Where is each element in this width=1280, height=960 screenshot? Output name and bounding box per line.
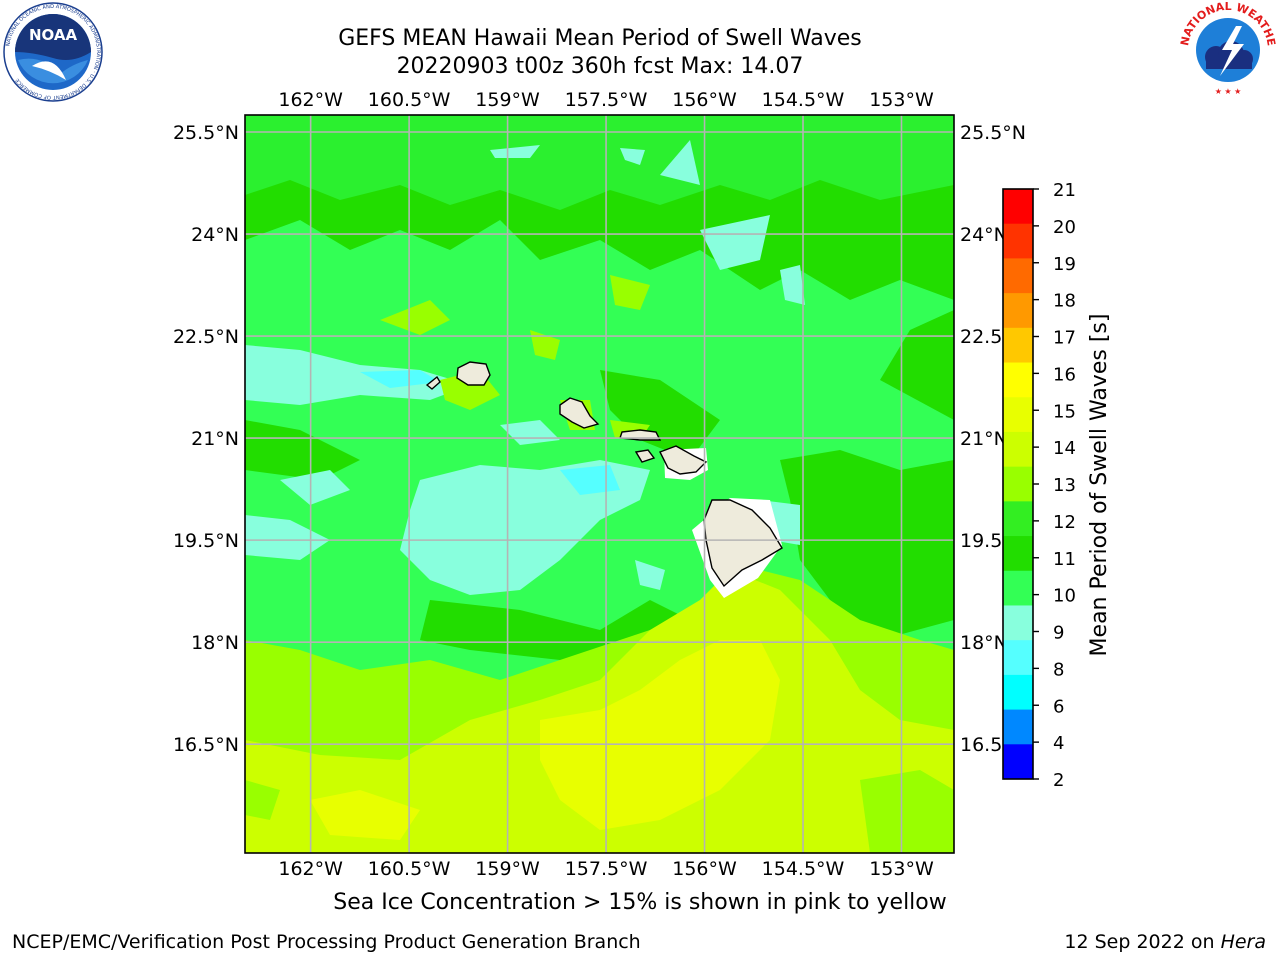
colorbar-tick-label: 15: [1053, 401, 1076, 422]
map-subtitle: 20220903 t00z 360h fcst Max: 14.07: [396, 54, 804, 79]
lat-label: 22.5°N: [173, 326, 239, 348]
lat-labels-right: 25.5°N 24°N 22.5 21°N 19.5 18°N 16.5: [960, 122, 1026, 756]
lon-label: 156°W: [672, 89, 737, 111]
footer-date: 12 Sep 2022 on Hera: [1064, 931, 1266, 953]
lat-label: 19.5°N: [173, 530, 239, 552]
hawaiian-islands: [425, 361, 783, 588]
colorbar-tick-label: 10: [1053, 586, 1076, 607]
footer-host: Hera: [1220, 931, 1266, 953]
colorbar-label: Mean Period of Swell Waves [s]: [1087, 314, 1112, 657]
map-gridlines: [245, 115, 954, 853]
island-niihau: [425, 375, 441, 390]
lon-label: 156°W: [672, 858, 737, 880]
colorbar-segment: [1003, 189, 1033, 225]
island-big-island: [703, 499, 783, 588]
lon-label: 157.5°W: [565, 858, 648, 880]
noaa-logo-text: NOAA: [29, 26, 78, 44]
lon-label: 157.5°W: [565, 89, 648, 111]
lon-labels-top: 162°W 160.5°W 159°W 157.5°W 156°W 154.5°W 153°…: [278, 89, 934, 111]
colorbar-tick-label: 14: [1053, 438, 1076, 459]
colorbar-tick-label: 16: [1053, 364, 1076, 385]
lon-label: 159°W: [475, 858, 540, 880]
island-maui: [659, 445, 708, 475]
colorbar-segment: [1003, 536, 1033, 572]
lat-label: 22.5: [960, 326, 1002, 348]
lon-label: 153°W: [869, 858, 934, 880]
map-frame: [244, 114, 955, 854]
colorbar-segment: [1003, 293, 1033, 329]
colorbar: 21 20 19 18 17 16 15 14 13 12 11 10 9 8 6 4 2: [1002, 180, 1076, 791]
lon-labels-bottom: 162°W 160.5°W 159°W 157.5°W 156°W 154.5°W 153°…: [278, 858, 934, 880]
colorbar-segment: [1003, 501, 1033, 537]
colorbar-segment: [1003, 431, 1033, 468]
map-title: GEFS MEAN Hawaii Mean Period of Swell Wa…: [338, 26, 862, 51]
colorbar-segment: [1003, 570, 1033, 606]
colorbar-segment: [1003, 640, 1033, 676]
colorbar-tick-label: 12: [1053, 512, 1076, 533]
colorbar-tick-label: 11: [1053, 549, 1076, 570]
lat-label: 24°N: [191, 224, 239, 246]
lat-label: 25.5°N: [173, 122, 239, 144]
lat-label: 25.5°N: [960, 122, 1026, 144]
lat-labels-left: 25.5°N 24°N 22.5°N 21°N 19.5°N 18°N 16.5°N: [173, 122, 239, 756]
colorbar-segment: [1003, 327, 1033, 364]
colorbar-segment: [1003, 605, 1033, 641]
colorbar-segment: [1003, 744, 1033, 780]
colorbar-tick-label: 6: [1053, 696, 1064, 717]
colorbar-segment: [1003, 223, 1033, 259]
island-kauai: [456, 361, 491, 386]
colorbar-segment: [1003, 674, 1033, 711]
colorbar-tick-label: 18: [1053, 291, 1076, 312]
colorbar-segment: [1003, 362, 1033, 398]
lon-label: 159°W: [475, 89, 540, 111]
lat-label: 16.5°N: [173, 734, 239, 756]
lat-label: 24°N: [960, 224, 1008, 246]
nws-logo-icon: NATIONAL WEATHER SERVICE ★ ★ ★: [1176, 2, 1278, 96]
lon-label: 153°W: [869, 89, 934, 111]
lon-label: 162°W: [278, 89, 343, 111]
colorbar-tick-label: 13: [1053, 475, 1076, 496]
lat-label: 21°N: [960, 428, 1008, 450]
svg-text:★ ★ ★: ★ ★ ★: [1215, 87, 1242, 96]
noaa-logo-icon: NOAA NATIONAL OCEANIC AND ATMOSPHERIC AD…: [3, 2, 103, 102]
lon-label: 162°W: [278, 858, 343, 880]
lon-label: 160.5°W: [368, 89, 451, 111]
lat-label: 19.5: [960, 530, 1002, 552]
colorbar-tick-label: 21: [1053, 180, 1076, 201]
colorbar-tick-label: 4: [1053, 733, 1064, 754]
colorbar-segment: [1003, 709, 1033, 745]
colorbar-tick-label: 2: [1053, 770, 1064, 791]
lat-label: 21°N: [191, 428, 239, 450]
island-lanai: [634, 449, 656, 463]
lon-label: 154.5°W: [762, 89, 845, 111]
footer-credit: NCEP/EMC/Verification Post Processing Pr…: [12, 931, 641, 953]
island-oahu: [559, 397, 600, 429]
lat-label: 16.5: [960, 734, 1002, 756]
colorbar-tick-label: 17: [1053, 328, 1076, 349]
colorbar-tick-label: 19: [1053, 254, 1076, 275]
lat-label: 18°N: [960, 632, 1008, 654]
lon-label: 160.5°W: [368, 858, 451, 880]
sea-ice-caption: Sea Ice Concentration > 15% is shown in …: [333, 890, 947, 915]
footer-date-text: 12 Sep 2022 on: [1064, 931, 1221, 953]
colorbar-segment: [1003, 258, 1033, 294]
colorbar-segment: [1003, 466, 1033, 502]
colorbar-tick-label: 20: [1053, 217, 1076, 238]
lon-label: 154.5°W: [762, 858, 845, 880]
colorbar-segment: [1003, 397, 1033, 433]
lat-label: 18°N: [191, 632, 239, 654]
map-field: [245, 115, 954, 853]
colorbar-tick-label: 8: [1053, 659, 1064, 680]
colorbar-tick-label: 9: [1053, 623, 1064, 644]
